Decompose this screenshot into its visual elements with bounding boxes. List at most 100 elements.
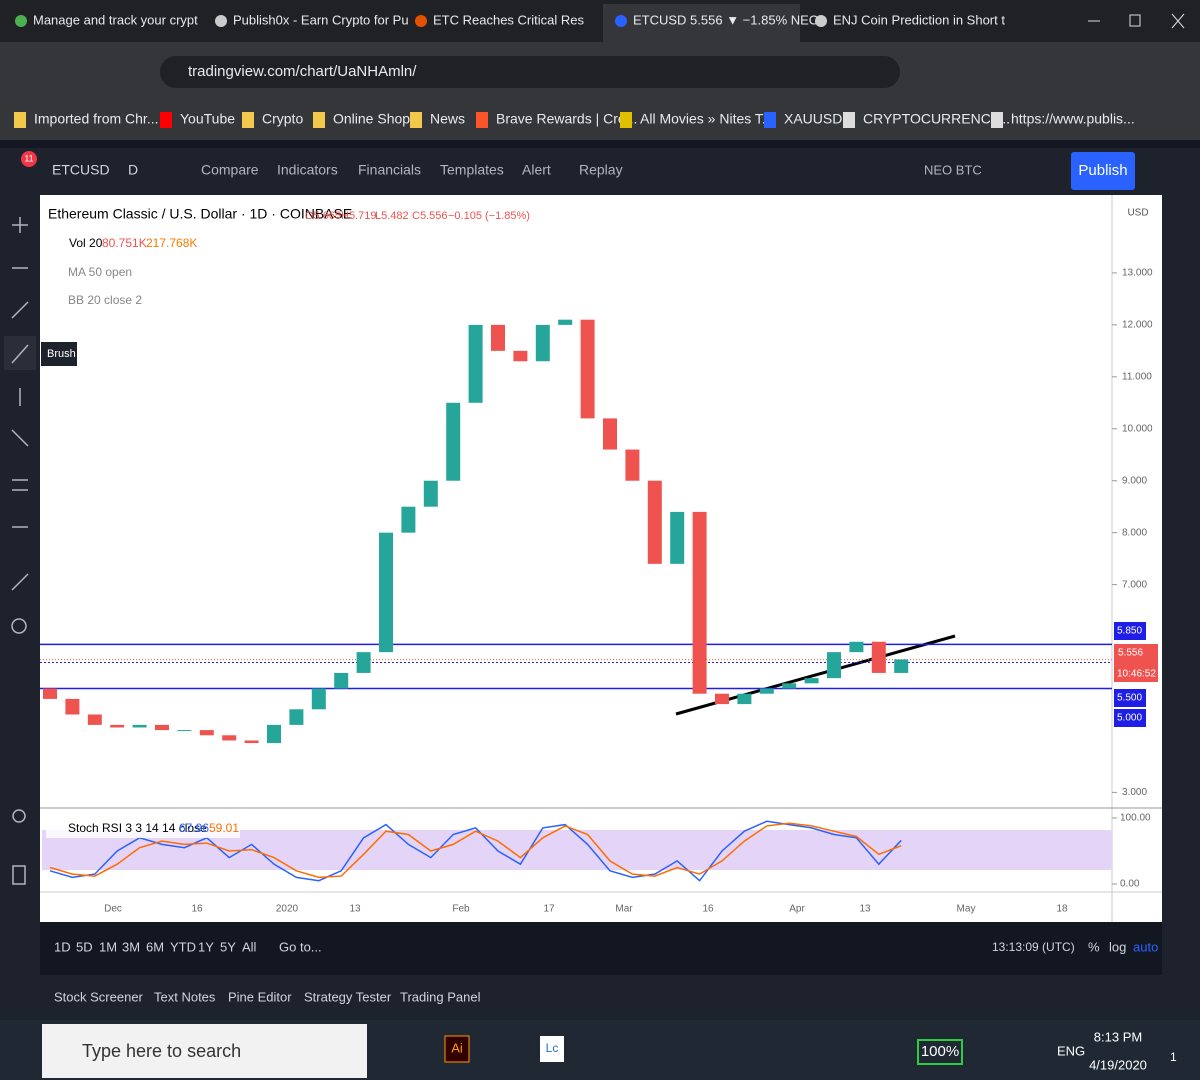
app-label: Lc [546, 1041, 559, 1055]
layout-name[interactable]: NEO BTC [924, 162, 982, 177]
toolbar-button[interactable]: Financials [358, 162, 421, 178]
clock-time: 8:13 PM [1094, 1029, 1142, 1044]
candle [87, 714, 102, 725]
bookmark[interactable]: CRYPTOCURRENCY... [863, 111, 1010, 127]
price-label: 5.500 [1117, 693, 1142, 704]
scale-toggle[interactable]: % [1088, 939, 1100, 954]
candle [513, 350, 528, 362]
publish[interactable]: Publish [1078, 162, 1127, 179]
toolbar-button[interactable]: Templates [440, 162, 504, 178]
candle [491, 324, 505, 351]
rsi-line [49, 822, 902, 879]
panel-tab[interactable]: Pine Editor [228, 989, 292, 1004]
x-tick-label: 13 [349, 904, 361, 915]
tab-favicon [815, 15, 827, 27]
publish-button[interactable] [1071, 152, 1135, 190]
candle [267, 724, 281, 744]
x-tick-label: 18 [1056, 904, 1068, 915]
bookmark-icon [764, 112, 776, 128]
search-placeholder[interactable]: Type here to search [82, 1041, 241, 1061]
price-label-box [1114, 689, 1146, 707]
omnibox[interactable] [160, 56, 900, 88]
panel-tab[interactable]: Text Notes [154, 989, 216, 1004]
tab-title[interactable]: Manage and track your crypt [33, 12, 198, 27]
ai-icon[interactable] [444, 1035, 470, 1063]
sidebar-icons[interactable] [4, 217, 36, 885]
last-price-box [1114, 644, 1158, 682]
bookmark-icon [313, 112, 325, 128]
panel-tab[interactable]: Strategy Tester [304, 989, 392, 1004]
ohlc-value: −0.105 (−1.85%) [448, 210, 530, 222]
y-tick-label: 7.000 [1122, 579, 1147, 590]
range-button[interactable]: 1Y [198, 939, 214, 954]
candle [535, 324, 550, 362]
bookmark-icon [410, 112, 422, 128]
bookmark[interactable]: Imported from Chr... [34, 111, 158, 127]
bookmark[interactable]: Online Shop [333, 111, 410, 127]
price-label: 5.000 [1117, 713, 1142, 724]
lc-icon[interactable] [540, 1036, 564, 1062]
tab-title[interactable]: ETCUSD 5.556 ▼ −1.85% NEO [633, 12, 819, 27]
bookmark-icon [620, 112, 632, 128]
tab-title[interactable]: Publish0x - Earn Crypto for Pu [233, 12, 409, 27]
ma-label: MA 50 open [68, 265, 132, 279]
candle [132, 724, 147, 728]
tab-title[interactable]: ETC Reaches Critical Res [433, 12, 584, 27]
bookmark[interactable]: https://www.publis... [1011, 111, 1135, 127]
range-button[interactable]: 6M [146, 939, 164, 954]
bookmark[interactable]: XAUUSD [784, 111, 842, 127]
toolbar-button[interactable]: Alert [522, 162, 551, 178]
toolbar-button[interactable]: Compare [201, 162, 259, 178]
panel-tab[interactable]: Stock Screener [54, 989, 144, 1004]
bookmark-icon [160, 112, 172, 128]
panel-tab[interactable]: Trading Panel [400, 989, 481, 1004]
goto[interactable]: Go to... [279, 939, 322, 954]
toolbar-button[interactable]: Indicators [277, 162, 338, 178]
tab-title[interactable]: ENJ Coin Prediction in Short t [833, 12, 1005, 27]
bookmark-icon [991, 112, 1003, 128]
scale-toggle[interactable]: log [1109, 939, 1126, 954]
bookmark[interactable]: Crypto [262, 111, 303, 127]
bookmark[interactable]: News [430, 111, 465, 127]
x-tick-label: 17 [543, 904, 555, 915]
price-label-box [1114, 709, 1146, 727]
interval[interactable]: D [128, 162, 138, 178]
bookmark[interactable]: All Movies » Nites T... [640, 111, 774, 127]
tab-favicon [615, 15, 627, 27]
scale-toggle[interactable]: auto [1133, 939, 1158, 954]
tooltip-box [41, 342, 77, 366]
candle [670, 511, 685, 564]
range-button[interactable]: 5D [76, 939, 93, 954]
x-tick-label: Mar [615, 904, 633, 915]
candle [423, 480, 438, 507]
range-button[interactable]: 1D [54, 939, 71, 954]
window-controls[interactable] [1088, 13, 1185, 29]
candle [782, 683, 797, 689]
clock: 13:13:09 (UTC) [992, 940, 1075, 954]
bookmark[interactable]: Brave Rewards | Cre... [496, 111, 637, 127]
candle [155, 724, 169, 731]
bookmark[interactable]: YouTube [180, 111, 235, 127]
range-button[interactable]: 1M [99, 939, 117, 954]
search-box[interactable] [42, 1024, 367, 1078]
range-button[interactable]: YTD [170, 939, 196, 954]
bookmark-icon [843, 112, 855, 128]
tv-toolbar [40, 148, 1162, 195]
price-label-box [1114, 622, 1146, 640]
active-tab[interactable] [603, 4, 800, 42]
range-button[interactable]: 5Y [220, 939, 236, 954]
url[interactable]: tradingview.com/chart/UaNHAmln/ [188, 63, 417, 80]
symbol[interactable]: ETCUSD [52, 162, 110, 178]
range-button[interactable]: All [242, 939, 257, 954]
candle [759, 688, 774, 694]
range-button[interactable]: 3M [122, 939, 140, 954]
x-tick-label: 16 [191, 904, 203, 915]
y-tick-label: 10.000 [1122, 423, 1153, 434]
toolbar-button[interactable]: Replay [579, 162, 623, 178]
bb-label: BB 20 close 2 [68, 293, 142, 307]
y-tick-label: 8.000 [1122, 527, 1147, 538]
candle [199, 730, 214, 736]
candle [849, 641, 864, 653]
candle [558, 319, 573, 325]
ohlc-value: L5.482 [375, 210, 409, 222]
